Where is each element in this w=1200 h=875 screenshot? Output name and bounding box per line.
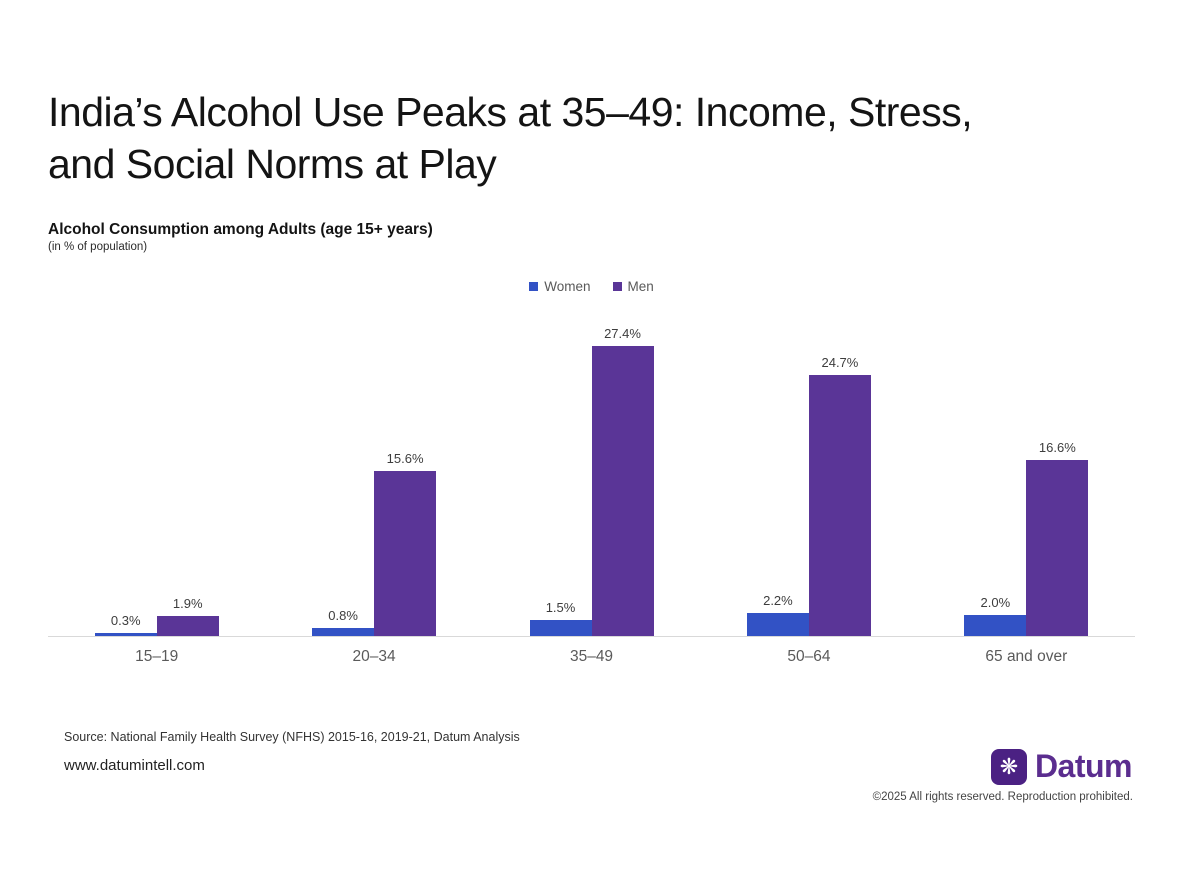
bar-women (94, 632, 157, 636)
bar-group: 0.8% 15.6% (265, 318, 482, 636)
copyright-notice: ©2025 All rights reserved. Reproduction … (872, 791, 1133, 803)
legend-item-men: Men (612, 279, 654, 294)
bar-column-men: 24.7% (808, 354, 871, 636)
bar-women (529, 620, 592, 636)
value-label: 1.5% (545, 600, 576, 616)
category-label: 65 and over (985, 648, 1068, 665)
bar-women (312, 627, 375, 636)
value-label: 16.6% (1038, 440, 1076, 456)
chart-legend: Women Men (48, 279, 1135, 294)
value-label: 27.4% (604, 326, 641, 341)
bar-column-men: 1.9% (156, 595, 219, 636)
bar-chart-plot-area: 0.3% 1.9% 0.8% 15.6% 1.5% 27.4% 2.2% 24.7% 2.0% 1… (48, 318, 1135, 636)
legend-item-women: Women (529, 279, 591, 294)
bar-column-men: 15.6% (374, 450, 437, 636)
brand-name: Datum (1034, 748, 1133, 784)
bar-column-men: 16.6% (1026, 440, 1089, 636)
bar-column-women: 2.0% (964, 594, 1027, 636)
snowflake-burst-icon: ❋ (990, 748, 1027, 785)
bar-column-women: 0.8% (312, 607, 375, 636)
bar-group: 2.2% 24.7% (700, 318, 917, 636)
legend-label: Women (544, 279, 591, 294)
legend-swatch-women (529, 282, 539, 291)
website-url: www.datumintell.com (64, 757, 205, 774)
bar-men (374, 470, 437, 636)
brand-logo: ❋ Datum (990, 748, 1133, 785)
value-label: 1.9% (172, 595, 203, 611)
source-note: Source: National Family Health Survey (N… (64, 730, 520, 744)
value-label: 24.7% (821, 354, 859, 370)
bar-group: 0.3% 1.9% (48, 318, 265, 636)
bar-women (746, 612, 809, 636)
bar-column-women: 0.3% (94, 612, 157, 636)
bar-men (156, 615, 219, 636)
category-label: 35–49 (569, 648, 614, 665)
chart-unit-note: (in % of population) (48, 241, 148, 253)
value-label: 2.0% (980, 594, 1011, 610)
category-label: 15–19 (135, 648, 179, 665)
legend-swatch-men (612, 282, 622, 291)
value-label: 0.3% (110, 612, 141, 628)
bar-column-women: 2.2% (746, 592, 809, 636)
value-label: 15.6% (386, 450, 424, 466)
x-axis-category-labels: 15–19 20–34 35–49 50–64 65 and over (48, 648, 1135, 666)
chart-title: Alcohol Consumption among Adults (age 15… (48, 221, 433, 238)
legend-label: Men (627, 279, 654, 294)
value-label: 0.8% (328, 607, 358, 623)
bar-men (591, 346, 654, 636)
bar-men (808, 374, 871, 636)
bar-women (964, 614, 1027, 636)
bar-column-women: 1.5% (529, 600, 592, 636)
bar-men (1026, 460, 1089, 636)
x-axis-line (48, 636, 1135, 637)
bar-column-men: 27.4% (591, 326, 654, 636)
category-label: 20–34 (352, 648, 396, 665)
value-label: 2.2% (763, 592, 793, 608)
bar-group: 1.5% 27.4% (483, 318, 700, 636)
page-title: India’s Alcohol Use Peaks at 35–49: Inco… (48, 89, 973, 188)
category-label: 50–64 (787, 648, 831, 665)
bar-group: 2.0% 16.6% (918, 318, 1135, 636)
